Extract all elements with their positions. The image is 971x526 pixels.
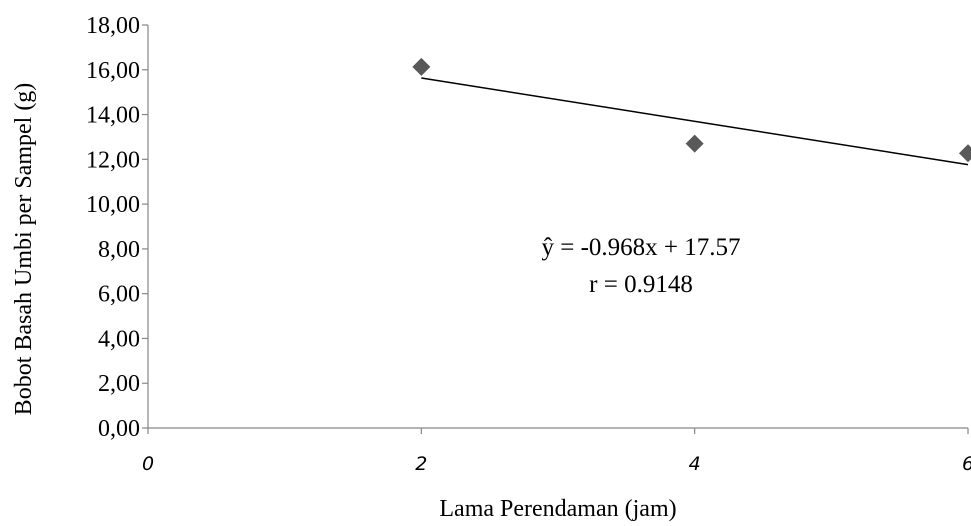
y-tick-label: 0,00 — [98, 416, 140, 442]
y-tick-label: 14,00 — [86, 103, 140, 129]
data-point — [959, 144, 971, 163]
y-tick-label: 4,00 — [98, 326, 140, 352]
x-tick-label: 4 — [689, 453, 701, 475]
y-axis-label: Bobot Basah Umbi per Sampel (g) — [11, 83, 37, 416]
x-axis-label: Lama Perendaman (jam) — [439, 496, 676, 522]
correlation-coefficient: r = 0.9148 — [589, 271, 693, 298]
y-tick-label: 10,00 — [86, 192, 140, 218]
data-point — [685, 134, 704, 153]
x-tick-label: 0 — [142, 453, 154, 475]
x-tick-label: 2 — [415, 453, 427, 475]
y-tick-label: 16,00 — [86, 58, 140, 84]
y-tick-label: 12,00 — [86, 147, 140, 173]
trendline-group — [421, 77, 969, 166]
data-points — [412, 57, 971, 163]
y-axis: 0,00 2,00 4,00 6,00 8,00 10,00 12,00 14,00 16,00… — [86, 13, 149, 442]
regression-equation: ŷ = -0.968x + 17.57 — [541, 234, 740, 261]
y-tick-label: 6,00 — [98, 282, 140, 308]
x-tick-label: 6 — [962, 453, 971, 475]
y-tick-label: 8,00 — [98, 237, 140, 263]
y-tick-label: 18,00 — [86, 13, 140, 39]
data-point — [412, 57, 431, 76]
y-tick-label: 2,00 — [98, 371, 140, 397]
trendline — [421, 77, 969, 166]
x-axis: 0 2 4 6 — [142, 427, 971, 475]
